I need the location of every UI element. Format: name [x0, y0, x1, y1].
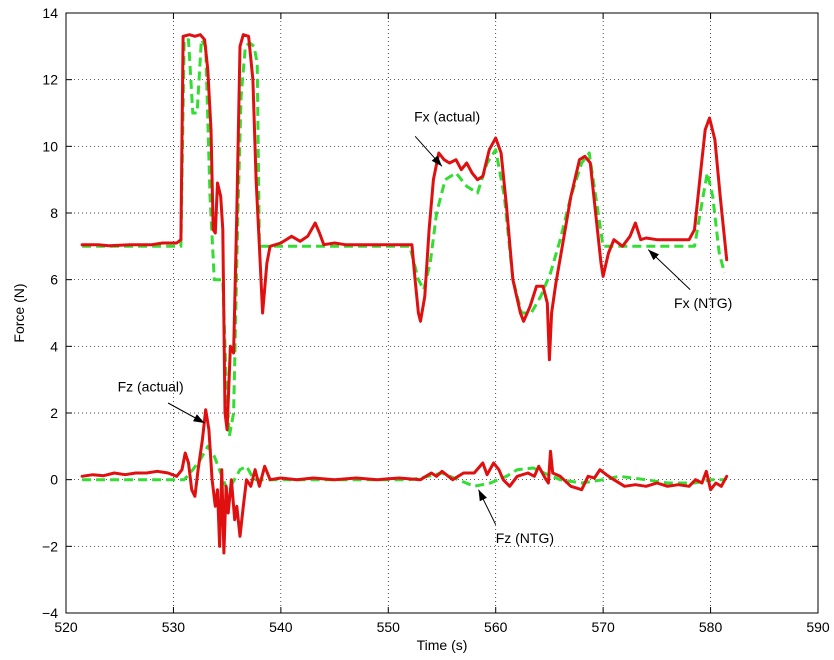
series-line-fx-actual — [80, 33, 729, 432]
y-tick-label: 0 — [50, 472, 58, 488]
y-tick-label: 4 — [50, 338, 58, 354]
y-tick-label: 10 — [42, 138, 58, 154]
x-axis-label: Time (s) — [417, 637, 468, 653]
x-tick-label: 570 — [591, 619, 615, 635]
axis-ticks: 520 530 540 550 560 570 580 590 −4 −2 0 2 4 6 8 10 12 14 — [42, 5, 830, 635]
y-tick-label: 2 — [50, 405, 58, 421]
annotation-label: Fx (actual) — [414, 108, 480, 124]
x-tick-label: 590 — [806, 619, 830, 635]
annotation-label: Fx (NTG) — [674, 295, 732, 311]
series-group — [80, 33, 729, 555]
x-tick-label: 550 — [377, 619, 401, 635]
y-tick-label: 14 — [42, 5, 58, 21]
annotation-arrow-head — [431, 155, 442, 167]
grid-lines — [66, 13, 818, 613]
annotation-arrow-head — [648, 249, 659, 261]
y-tick-label: 12 — [42, 72, 58, 88]
annotation-label: Fz (NTG) — [496, 530, 554, 546]
plot-frame — [65, 12, 819, 614]
annotation-fz-ntg: Fz (NTG) — [478, 489, 554, 546]
annotation-fx-ntg: Fx (NTG) — [647, 249, 732, 311]
annotation-arrow-head — [478, 489, 487, 502]
x-tick-label: 530 — [162, 619, 186, 635]
annotation-arrow-head — [193, 414, 205, 423]
y-tick-label: −2 — [42, 538, 58, 554]
x-tick-label: 580 — [699, 619, 723, 635]
annotations: Fx (actual) Fx (NTG) Fz (actual) Fz (NTG) — [118, 108, 733, 546]
y-axis-label: Force (N) — [11, 283, 27, 342]
y-tick-label: 6 — [50, 272, 58, 288]
annotation-label: Fz (actual) — [118, 378, 184, 394]
series-line-fz-actual — [80, 408, 729, 555]
annotation-fz-actual: Fz (actual) — [118, 378, 205, 424]
y-tick-label: 8 — [50, 205, 58, 221]
plot-background — [66, 13, 818, 613]
series-line-fx-ntg — [82, 38, 726, 438]
x-tick-label: 560 — [484, 619, 508, 635]
x-tick-label: 540 — [269, 619, 293, 635]
annotation-fx-actual: Fx (actual) — [414, 108, 480, 167]
y-tick-label: −4 — [42, 605, 58, 621]
x-tick-label: 520 — [54, 619, 78, 635]
